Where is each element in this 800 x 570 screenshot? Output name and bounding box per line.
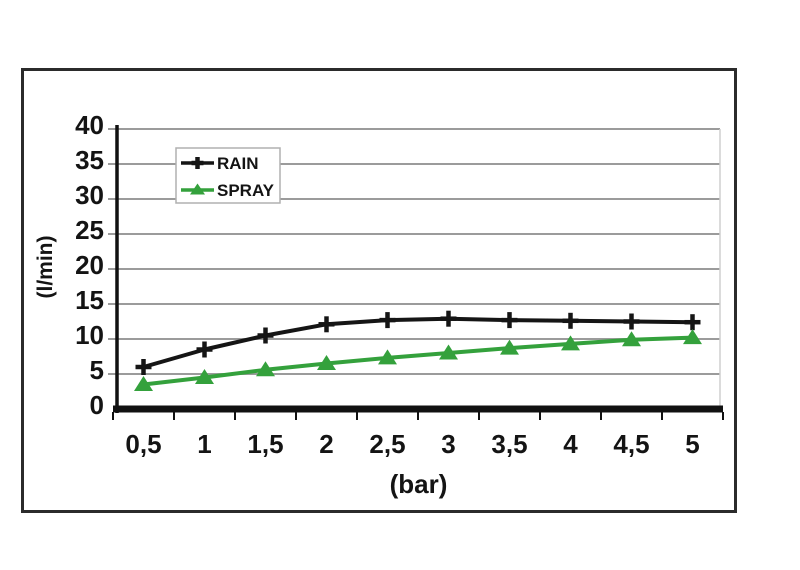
- x-tick-label-4: 4: [563, 429, 578, 459]
- y-tick-label-0: 0: [90, 390, 104, 420]
- x-tick-label-1: 1: [197, 429, 211, 459]
- data-point-spray-triangle-marker: [195, 369, 214, 384]
- x-tick-label-4_5: 4,5: [613, 429, 649, 459]
- chart-canvas: 0 5 10 15 20 25 30 35 40 0,5 1 1,5 2 2,5 3 3,5 4 4,5 5 RAI…: [75, 110, 724, 459]
- y-tick-label-10: 10: [75, 320, 104, 350]
- y-tick-label-20: 20: [75, 250, 104, 280]
- data-point-spray-triangle-marker: [256, 361, 275, 377]
- x-tick-label-3: 3: [441, 429, 455, 459]
- legend-marker-spray-triangle-marker: [190, 183, 205, 195]
- y-tick-label-5: 5: [90, 355, 104, 385]
- x-axis-title: (bar): [389, 469, 448, 499]
- x-tick-label-0_5: 0,5: [125, 429, 161, 459]
- x-axis-line: [113, 405, 723, 413]
- y-tick-label-40: 40: [75, 110, 104, 140]
- legend-label-spray: SPRAY: [217, 181, 275, 200]
- y-tick-label-35: 35: [75, 145, 104, 175]
- x-tick-label-2: 2: [319, 429, 333, 459]
- data-point-spray-triangle-marker: [134, 376, 153, 391]
- x-tick-label-5: 5: [685, 429, 699, 459]
- data-point-spray-triangle-marker: [622, 331, 641, 347]
- x-tick-label-1_5: 1,5: [247, 429, 283, 459]
- data-point-spray-triangle-marker: [378, 349, 397, 365]
- chart-frame: 0 5 10 15 20 25 30 35 40 0,5 1 1,5 2 2,5 3 3,5 4 4,5 5 RAI…: [21, 68, 737, 513]
- data-point-spray-triangle-marker: [500, 339, 519, 355]
- y-tick-label-30: 30: [75, 180, 104, 210]
- x-tick-label-3_5: 3,5: [491, 429, 527, 459]
- legend: RAIN SPRAY: [175, 147, 281, 204]
- data-point-spray-triangle-marker: [317, 355, 336, 370]
- y-tick-label-25: 25: [75, 215, 104, 245]
- legend-label-rain: RAIN: [217, 154, 259, 173]
- y-tick-label-15: 15: [75, 285, 104, 315]
- x-tick-label-2_5: 2,5: [369, 429, 405, 459]
- axis-tick-labels: 0 5 10 15 20 25 30 35 40 0,5 1 1,5 2 2,5 3 3,5 4 4,5 5: [75, 110, 700, 459]
- series-line-spray: [141, 335, 695, 387]
- data-point-spray-triangle-marker: [683, 329, 702, 345]
- data-point-spray-triangle-marker: [439, 344, 458, 360]
- series-lines: [134, 310, 702, 391]
- legend-box: [175, 147, 281, 204]
- y-axis-title: (l/min): [34, 235, 57, 299]
- data-point-spray-triangle-marker: [561, 335, 580, 351]
- series-line-rain: [141, 316, 695, 369]
- axes: [112, 125, 724, 420]
